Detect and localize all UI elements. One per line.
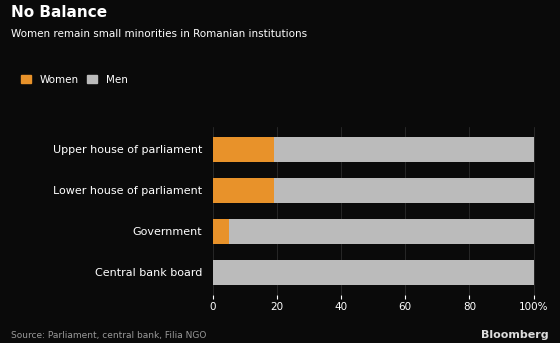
Text: No Balance: No Balance [11,5,108,20]
Text: Women remain small minorities in Romanian institutions: Women remain small minorities in Romania… [11,29,307,39]
Text: Source: Parliament, central bank, Filia NGO: Source: Parliament, central bank, Filia … [11,331,207,340]
Bar [213,219,534,244]
Bar [213,137,274,162]
Bar [213,178,274,203]
Bar [213,260,534,285]
Bar [213,137,534,162]
Text: Bloomberg: Bloomberg [481,330,549,340]
Bar [213,219,229,244]
Bar [213,178,534,203]
Legend: Women, Men: Women, Men [16,70,132,89]
